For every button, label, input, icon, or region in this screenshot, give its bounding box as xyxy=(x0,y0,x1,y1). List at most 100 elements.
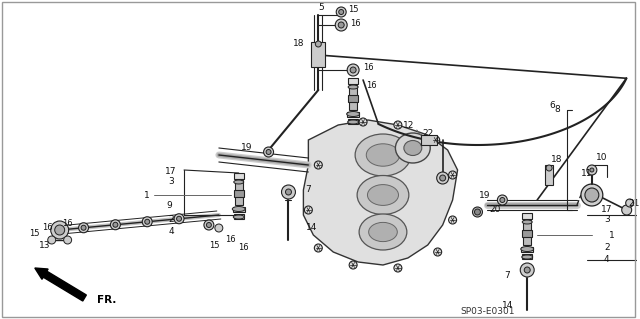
Text: 16: 16 xyxy=(225,235,236,244)
Ellipse shape xyxy=(359,214,407,250)
Circle shape xyxy=(314,244,323,252)
Ellipse shape xyxy=(234,180,244,184)
Polygon shape xyxy=(521,247,533,252)
Text: 11: 11 xyxy=(581,168,593,177)
Circle shape xyxy=(626,199,634,207)
Circle shape xyxy=(113,222,118,227)
Text: 3: 3 xyxy=(604,216,610,225)
Text: 17: 17 xyxy=(601,205,612,214)
Text: 3: 3 xyxy=(168,177,174,187)
Circle shape xyxy=(520,263,534,277)
Circle shape xyxy=(350,67,356,73)
Circle shape xyxy=(449,216,456,224)
Circle shape xyxy=(500,197,505,203)
Circle shape xyxy=(339,10,344,14)
Circle shape xyxy=(524,267,530,273)
Circle shape xyxy=(207,222,211,227)
Circle shape xyxy=(449,171,456,179)
Text: 16: 16 xyxy=(239,243,249,253)
Text: 8: 8 xyxy=(554,106,560,115)
Ellipse shape xyxy=(367,185,399,205)
Circle shape xyxy=(314,161,323,169)
Circle shape xyxy=(316,41,321,47)
Circle shape xyxy=(63,236,72,244)
Text: 22: 22 xyxy=(422,129,433,137)
Text: 14: 14 xyxy=(502,300,513,309)
Text: 7: 7 xyxy=(305,186,311,195)
Ellipse shape xyxy=(472,207,483,217)
Circle shape xyxy=(285,189,291,195)
Text: 1: 1 xyxy=(609,231,614,240)
Circle shape xyxy=(359,118,367,126)
Circle shape xyxy=(142,217,152,227)
Circle shape xyxy=(177,216,182,221)
Polygon shape xyxy=(524,220,531,245)
Circle shape xyxy=(174,214,184,224)
Circle shape xyxy=(394,264,402,272)
Text: 21: 21 xyxy=(628,198,639,207)
Polygon shape xyxy=(522,254,532,259)
Circle shape xyxy=(111,220,120,230)
Ellipse shape xyxy=(522,220,532,224)
Circle shape xyxy=(51,221,68,239)
Text: 12: 12 xyxy=(403,121,415,130)
Text: 1: 1 xyxy=(145,190,150,199)
Circle shape xyxy=(394,121,402,129)
Text: 2: 2 xyxy=(604,243,610,253)
Ellipse shape xyxy=(521,247,534,251)
Circle shape xyxy=(264,147,273,157)
Ellipse shape xyxy=(369,222,397,241)
Text: 16: 16 xyxy=(365,81,376,91)
Ellipse shape xyxy=(348,85,358,89)
Text: 5: 5 xyxy=(319,4,324,12)
Circle shape xyxy=(440,175,445,181)
Text: 19: 19 xyxy=(241,143,252,152)
Text: 6: 6 xyxy=(549,100,555,109)
Ellipse shape xyxy=(347,112,360,116)
Ellipse shape xyxy=(396,133,430,163)
Polygon shape xyxy=(233,207,244,212)
Circle shape xyxy=(590,168,594,172)
Text: 4: 4 xyxy=(604,256,610,264)
Polygon shape xyxy=(522,230,532,237)
Circle shape xyxy=(215,224,223,232)
Circle shape xyxy=(546,165,552,171)
Bar xyxy=(545,165,553,185)
Polygon shape xyxy=(348,119,358,124)
Circle shape xyxy=(145,219,150,224)
Ellipse shape xyxy=(232,206,245,211)
Text: 15: 15 xyxy=(348,4,358,13)
Text: 20: 20 xyxy=(490,205,501,214)
Bar xyxy=(311,42,325,67)
Text: 16: 16 xyxy=(350,19,360,27)
Polygon shape xyxy=(348,95,358,102)
Ellipse shape xyxy=(522,255,532,259)
Polygon shape xyxy=(234,190,244,197)
Circle shape xyxy=(79,223,88,233)
Circle shape xyxy=(48,236,56,244)
Polygon shape xyxy=(234,173,244,179)
Circle shape xyxy=(432,136,440,144)
Circle shape xyxy=(204,220,214,230)
Circle shape xyxy=(434,248,442,256)
Circle shape xyxy=(474,209,481,215)
FancyArrow shape xyxy=(35,268,86,301)
Text: 9: 9 xyxy=(166,201,172,210)
Text: 16: 16 xyxy=(42,224,53,233)
Ellipse shape xyxy=(585,188,599,202)
Text: 15: 15 xyxy=(29,228,40,238)
Circle shape xyxy=(335,19,347,31)
Text: 10: 10 xyxy=(596,152,607,161)
Circle shape xyxy=(347,64,359,76)
Ellipse shape xyxy=(366,144,400,166)
Ellipse shape xyxy=(355,134,411,176)
Circle shape xyxy=(497,195,508,205)
Circle shape xyxy=(266,150,271,154)
Text: 19: 19 xyxy=(479,190,490,199)
Text: 18: 18 xyxy=(292,39,304,48)
Polygon shape xyxy=(349,85,357,110)
Circle shape xyxy=(54,225,65,235)
Polygon shape xyxy=(347,112,359,117)
Circle shape xyxy=(282,185,296,199)
Circle shape xyxy=(349,261,357,269)
